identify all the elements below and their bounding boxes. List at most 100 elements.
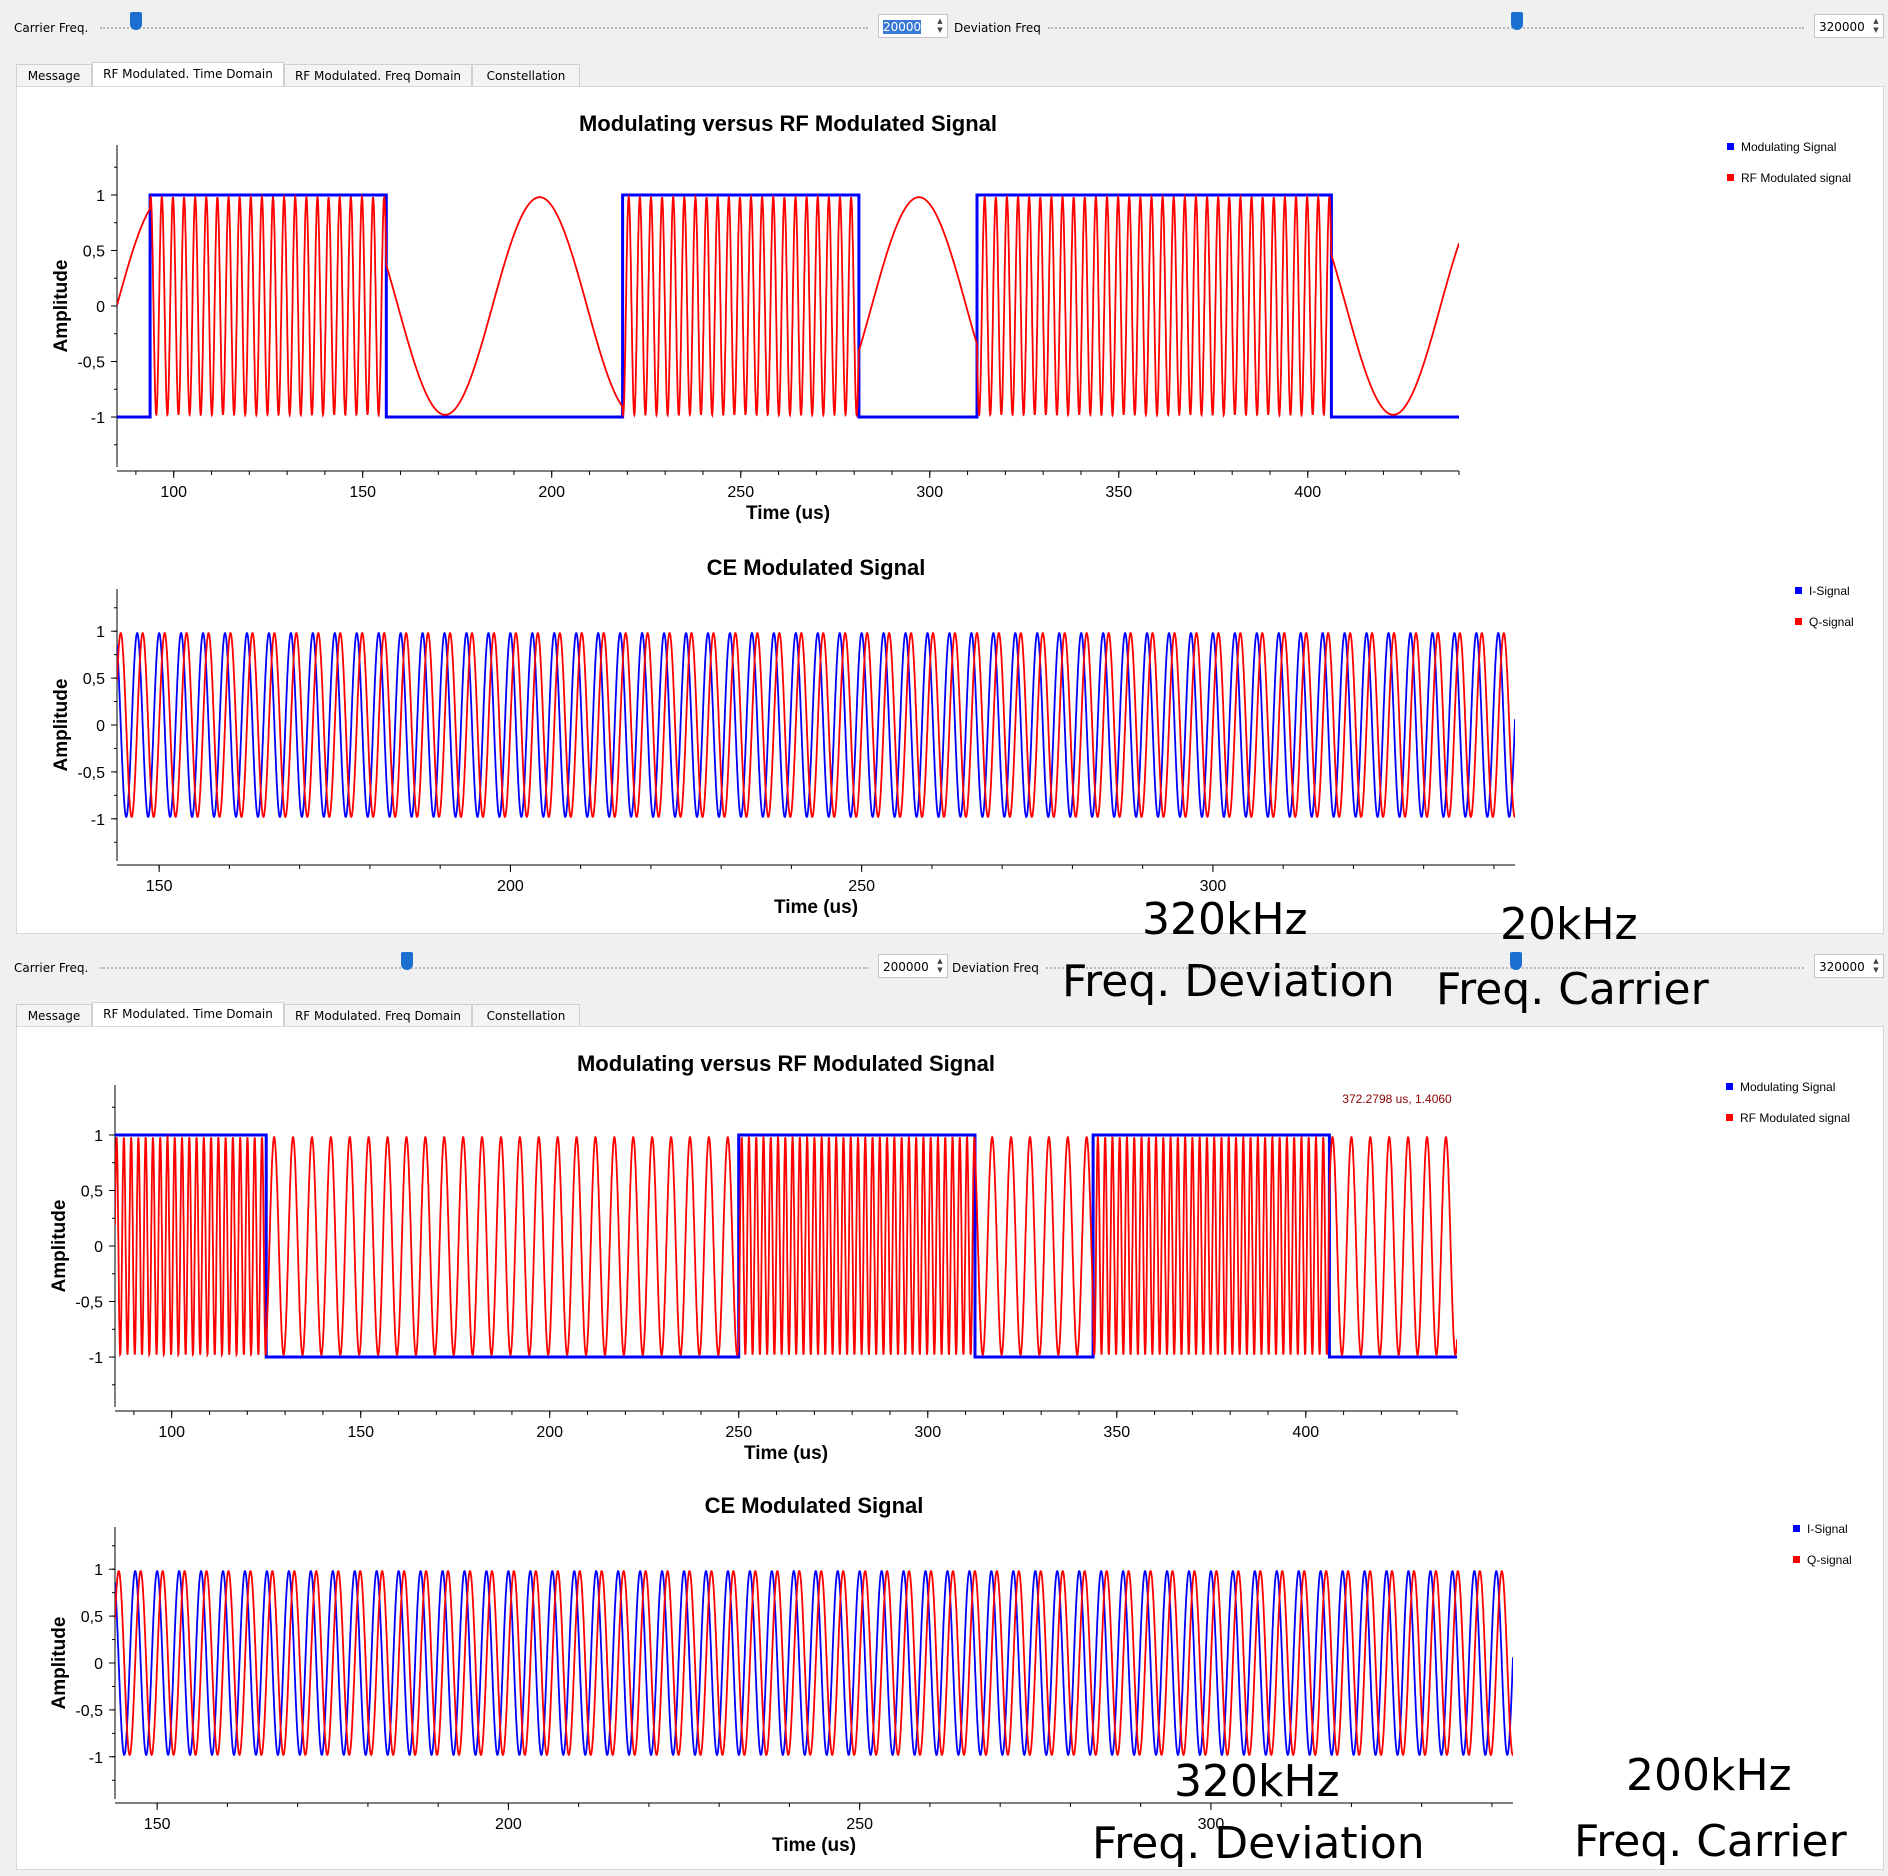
legend-swatch (1795, 587, 1802, 594)
chart-title: CE Modulated Signal (707, 555, 926, 580)
y-axis-label: Amplitude (49, 1200, 70, 1293)
series-line-0 (115, 1569, 1513, 1757)
carrier-freq-label: Carrier Freq. (14, 21, 89, 35)
carrier-freq-slider-handle[interactable] (129, 12, 142, 30)
legend-label: Q-signal (1807, 1553, 1852, 1567)
y-tick-label: -1 (89, 1350, 103, 1367)
x-tick-label: 200 (536, 1424, 563, 1441)
series-line-1 (117, 193, 1459, 419)
y-axis-label: Amplitude (51, 260, 72, 353)
series-line-0 (117, 193, 1459, 419)
tab-rf-time-domain[interactable]: RF Modulated. Time Domain (92, 62, 284, 87)
x-tick-label: 200 (495, 1816, 522, 1833)
legend-swatch (1795, 618, 1802, 625)
deviation-freq-value[interactable]: 320000 (1819, 20, 1865, 34)
x-tick-label: 200 (538, 484, 565, 501)
carrier-freq-value[interactable]: 20000 (883, 20, 922, 34)
legend-label: I-Signal (1809, 584, 1850, 598)
y-tick-label: 0,5 (81, 1609, 103, 1626)
controls-row: Carrier Freq. 200000 ▲ ▼ Deviation Freq 3… (0, 940, 1888, 992)
panel-bottom: Carrier Freq. 200000 ▲ ▼ Deviation Freq 3… (0, 940, 1888, 1876)
y-tick-label: 0 (96, 299, 105, 316)
tab-constellation[interactable]: Constellation (472, 1004, 580, 1026)
y-tick-label: -0,5 (75, 1703, 103, 1720)
tab-rf-time-domain[interactable]: RF Modulated. Time Domain (92, 1002, 284, 1027)
legend-swatch (1793, 1525, 1800, 1532)
tab-constellation[interactable]: Constellation (472, 64, 580, 86)
controls-row: Carrier Freq. 20000 ▲ ▼ Deviation Freq 32… (0, 0, 1888, 52)
y-tick-label: 0 (94, 1656, 103, 1673)
cursor-readout: 372.2798 us, 1.4060 (1342, 1092, 1452, 1106)
chart-title: Modulating versus RF Modulated Signal (579, 111, 997, 136)
tab-rf-freq-domain[interactable]: RF Modulated. Freq Domain (284, 1004, 472, 1026)
annotation-carrier-value: 20kHz (1500, 899, 1638, 950)
carrier-freq-slider-handle[interactable] (401, 952, 414, 970)
series-line-1 (115, 1569, 1513, 1757)
y-tick-label: 1 (94, 1562, 103, 1579)
carrier-freq-slider[interactable] (100, 27, 868, 29)
deviation-freq-slider[interactable] (1046, 967, 1804, 969)
tab-message[interactable]: Message (16, 64, 92, 86)
y-tick-label: -0,5 (77, 355, 105, 372)
annotation-carrier-label: Freq. Carrier (1436, 964, 1709, 1015)
carrier-freq-slider[interactable] (100, 967, 868, 969)
annotation-deviation-value: 320kHz (1142, 894, 1308, 945)
x-axis-label: Time (us) (772, 1835, 856, 1856)
carrier-freq-spinbox[interactable]: 20000 ▲ ▼ (878, 14, 948, 38)
x-tick-label: 300 (916, 484, 943, 501)
chart: CE Modulated Signal 1 0,5 0 -0,5 -1 150 200 250 3… (51, 555, 1854, 918)
legend-label: Q-signal (1809, 615, 1854, 629)
spin-arrows-icon[interactable]: ▲ ▼ (937, 17, 943, 34)
charts-canvas: Modulating versus RF Modulated Signal 1 0,… (49, 1051, 1852, 1856)
x-tick-label: 250 (727, 484, 754, 501)
x-tick-label: 200 (497, 878, 524, 895)
x-tick-label: 250 (846, 1816, 873, 1833)
y-tick-label: 0,5 (83, 243, 105, 260)
x-tick-label: 400 (1294, 484, 1321, 501)
deviation-freq-spinbox[interactable]: 320000 ▲ ▼ (1814, 14, 1884, 38)
y-tick-label: -0,5 (75, 1295, 103, 1312)
chart: CE Modulated Signal 1 0,5 0 -0,5 -1 150 200 250 3… (49, 1493, 1852, 1856)
x-tick-label: 350 (1105, 484, 1132, 501)
y-tick-label: -1 (89, 1750, 103, 1767)
deviation-freq-spinbox[interactable]: 320000 ▲ ▼ (1814, 954, 1884, 978)
tab-rf-freq-domain[interactable]: RF Modulated. Freq Domain (284, 64, 472, 86)
y-axis-label: Amplitude (49, 1617, 70, 1710)
annotation-carrier-value: 200kHz (1626, 1750, 1792, 1801)
x-tick-label: 400 (1292, 1424, 1319, 1441)
annotation-carrier-label: Freq. Carrier (1574, 1816, 1847, 1867)
deviation-freq-slider-handle[interactable] (1510, 12, 1523, 30)
tab-content: Modulating versus RF Modulated Signal 1 0,… (16, 1026, 1884, 1870)
chart: Modulating versus RF Modulated Signal 1 0,… (49, 1051, 1850, 1464)
x-tick-label: 100 (158, 1424, 185, 1441)
spin-arrows-icon[interactable]: ▲ ▼ (937, 957, 943, 974)
legend-swatch (1727, 143, 1734, 150)
spin-arrows-icon[interactable]: ▲ ▼ (1873, 957, 1879, 974)
x-tick-label: 250 (848, 878, 875, 895)
y-tick-label: 1 (96, 188, 105, 205)
x-tick-label: 150 (144, 1816, 171, 1833)
carrier-freq-value[interactable]: 200000 (883, 960, 929, 974)
x-axis-label: Time (us) (746, 503, 830, 524)
deviation-freq-slider-handle[interactable] (1509, 952, 1522, 970)
deviation-freq-value[interactable]: 320000 (1819, 960, 1865, 974)
legend-swatch (1726, 1114, 1733, 1121)
x-tick-label: 300 (1198, 1816, 1225, 1833)
carrier-freq-spinbox[interactable]: 200000 ▲ ▼ (878, 954, 948, 978)
x-tick-label: 250 (725, 1424, 752, 1441)
x-axis-label: Time (us) (774, 897, 858, 918)
carrier-freq-label: Carrier Freq. (14, 961, 89, 975)
tab-message[interactable]: Message (16, 1004, 92, 1026)
y-tick-label: -0,5 (77, 765, 105, 782)
x-tick-label: 300 (1200, 878, 1227, 895)
y-tick-label: 0 (94, 1239, 103, 1256)
series-line-0 (117, 631, 1515, 819)
charts-canvas: Modulating versus RF Modulated Signal 1 0,… (51, 111, 1854, 918)
chart-title: Modulating versus RF Modulated Signal (577, 1051, 995, 1076)
deviation-freq-slider[interactable] (1048, 27, 1804, 29)
x-tick-label: 100 (160, 484, 187, 501)
annotation-deviation-value: 320kHz (1174, 1756, 1340, 1807)
y-tick-label: -1 (91, 812, 105, 829)
legend-swatch (1793, 1556, 1800, 1563)
spin-arrows-icon[interactable]: ▲ ▼ (1873, 17, 1879, 34)
